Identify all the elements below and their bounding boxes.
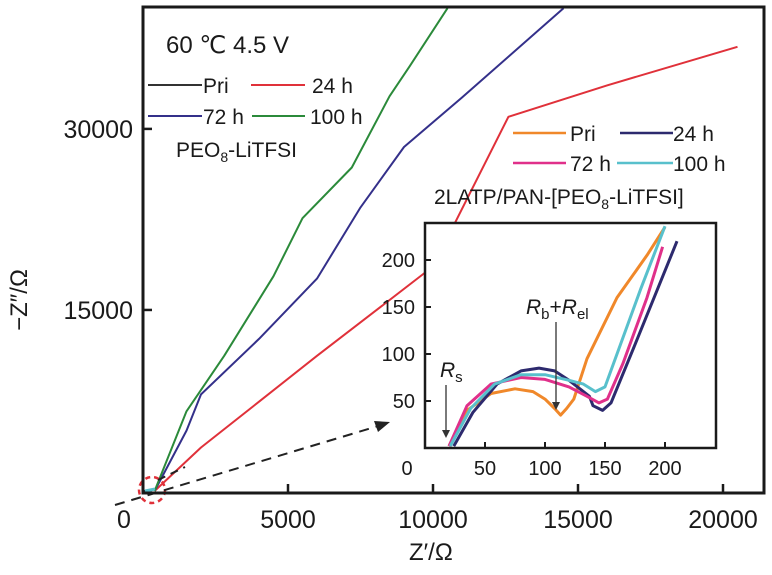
legend-label-24h: 24 h [312,75,353,98]
inset-axis-ticks [425,259,666,448]
inset-y-tick-label-100: 100 [382,344,415,366]
origin-inset-series-stub [144,487,156,493]
inset-legend: Pri 24 h 72 h 100 h 2LATP/PAN-[PEO8-LiTF… [434,123,726,212]
x-tick-label-5000: 5000 [260,506,316,534]
inset-series-line-100-h [448,225,667,447]
inset-legend-label-72h: 72 h [570,153,611,176]
inset-plot-frame [423,221,718,450]
rs-arrow-head [442,430,450,438]
y-tick-label-15000: 15000 [63,297,133,325]
main-legend: Pri 24 h 72 h 100 h PEO8-LiTFSI [148,75,363,165]
rs-label: Rs [440,359,463,386]
main-axis-ticks [143,127,725,493]
zoom-dashed-line-lower [114,423,386,506]
rb-rel-annotation: Rb+Rel [526,296,589,410]
legend-label-100h: 100 h [310,106,363,129]
y-axis-label: −Z″/Ω [6,269,33,331]
peo-caption: PEO8-LiTFSI [176,139,297,165]
inset-series-line-pri [447,226,667,447]
main-plot-frame [141,5,766,495]
x-tick-label-10000: 10000 [398,506,468,534]
main-tick-labels: 0 5000 10000 15000 20000 15000 30000 [63,116,757,534]
inset-x-tick-label-150: 150 [588,458,621,480]
rb-rel-label: Rb+Rel [526,296,589,323]
main-series-lines [143,7,738,493]
condition-annotation: 60 ℃ 4.5 V [166,32,289,59]
zoom-arrow-head [374,421,390,432]
x-tick-label-0: 0 [117,506,131,534]
rs-annotation: Rs [440,359,463,438]
inset-y-tick-label-200: 200 [382,250,415,272]
inset-x-tick-label-200: 200 [648,458,681,480]
inset-x-tick-label-50: 50 [474,458,496,480]
inset-series-line-72-h [447,246,665,447]
inset-x-tick-label-100: 100 [528,458,561,480]
rb-rel-arrow-head [552,402,560,410]
main-series-line-72-h [153,7,565,492]
inset-legend-label-24h: 24 h [673,123,714,146]
legend-label-pri: Pri [203,75,229,98]
inset-y-tick-label-50: 50 [393,391,415,413]
y-tick-label-30000: 30000 [63,116,133,144]
latp-caption: 2LATP/PAN-[PEO8-LiTFSI] [434,186,684,212]
inset-series-lines [447,225,679,447]
x-tick-label-15000: 15000 [543,506,613,534]
inset-legend-label-100h: 100 h [673,153,726,176]
legend-label-72h: 72 h [203,106,244,129]
inset-y-tick-label-150: 150 [382,297,415,319]
inset-legend-label-pri: Pri [570,123,596,146]
main-series-line-100-h [153,7,449,492]
zoom-dashed-line-upper [157,466,186,481]
x-tick-label-20000: 20000 [688,506,758,534]
main-series-line-24-h [153,45,738,492]
inset-tick-labels: 0 50 100 150 200 50 100 150 200 [382,250,682,480]
inset-x-tick-label-0: 0 [401,458,412,480]
x-axis-label: Z′/Ω [409,539,453,566]
